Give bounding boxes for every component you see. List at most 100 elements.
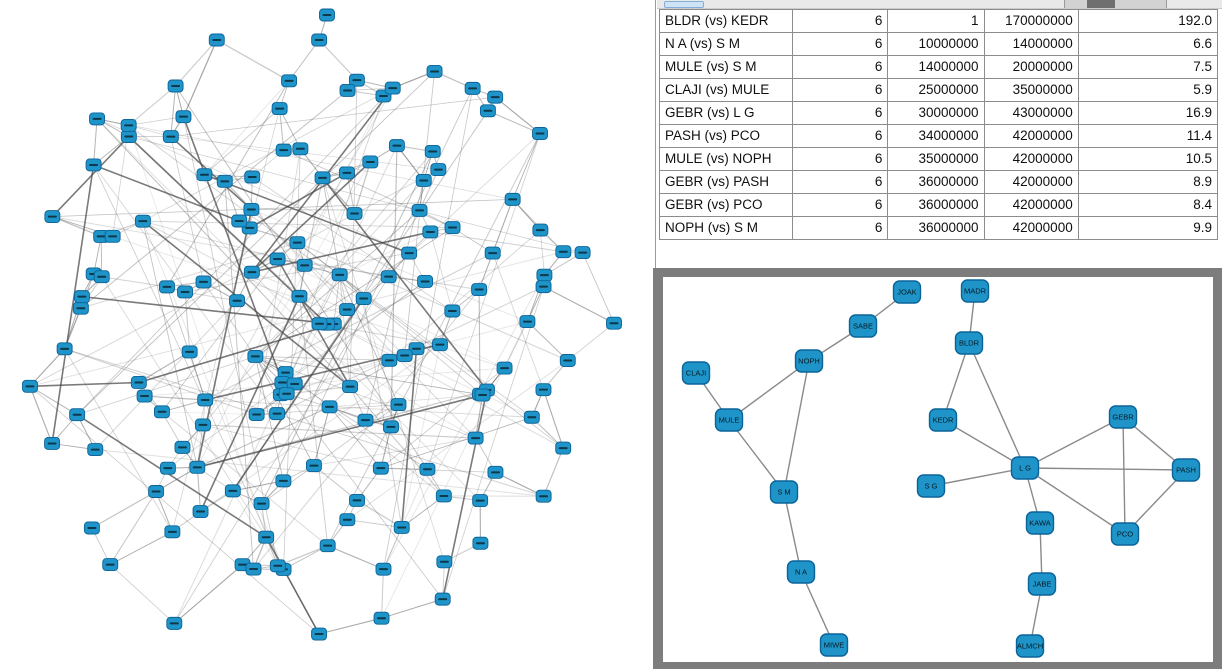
network-node[interactable] (189, 460, 206, 474)
table-cell[interactable]: 35000000 (887, 146, 985, 171)
network-node[interactable] (314, 171, 331, 185)
node-KAWA[interactable]: KAWA (1025, 511, 1055, 535)
network-node[interactable] (431, 338, 448, 352)
network-node[interactable] (321, 400, 338, 414)
network-node[interactable] (375, 562, 392, 576)
network-node[interactable] (181, 345, 198, 359)
network-node[interactable] (381, 353, 398, 367)
node-SABE[interactable]: SABE (848, 314, 878, 338)
table-cell[interactable]: 6 (792, 8, 889, 33)
node-shape[interactable] (1010, 456, 1040, 480)
network-node[interactable] (269, 252, 286, 266)
network-edge-BLDR-KEDR[interactable] (942, 342, 970, 421)
node-NA[interactable]: N A (786, 560, 816, 584)
node-shape[interactable] (681, 361, 711, 385)
network-node[interactable] (166, 616, 183, 630)
network-node[interactable] (243, 265, 260, 279)
network-node[interactable] (22, 379, 38, 393)
network-node[interactable] (426, 65, 443, 78)
network-node[interactable] (72, 301, 89, 315)
node-NOPH[interactable]: NOPH (794, 349, 824, 373)
network-node[interactable] (574, 246, 591, 260)
table-cell[interactable]: MULE (vs) S M (658, 54, 794, 79)
network-node[interactable] (422, 225, 439, 239)
table-row[interactable]: GEBR (vs) PCO 6 36000000 42000000 8.4 (658, 192, 1219, 217)
network-node[interactable] (380, 270, 397, 284)
network-node[interactable] (167, 79, 184, 93)
network-node[interactable] (436, 555, 453, 569)
node-JABE[interactable]: JABE (1027, 572, 1057, 596)
network-node[interactable] (134, 214, 151, 228)
network-node[interactable] (162, 130, 179, 144)
network-node[interactable] (177, 285, 193, 299)
node-KEDR[interactable]: KEDR (928, 408, 958, 432)
network-node[interactable] (342, 380, 359, 394)
network-node[interactable] (393, 521, 410, 534)
node-PASH[interactable]: PASH (1171, 458, 1201, 482)
table-row[interactable]: NOPH (vs) S M 6 36000000 42000000 9.9 (658, 215, 1219, 240)
table-cell[interactable]: CLAJI (vs) MULE (658, 77, 794, 102)
network-edge-NA-MIWE[interactable] (800, 571, 835, 646)
network-node[interactable] (248, 408, 265, 421)
network-node[interactable] (56, 342, 73, 356)
table-cell[interactable]: 30000000 (887, 100, 985, 125)
node-ALMCH[interactable]: ALMCH (1015, 634, 1045, 658)
network-node[interactable] (244, 170, 261, 184)
network-node[interactable] (243, 203, 260, 216)
network-node[interactable] (348, 73, 365, 87)
table-cell[interactable]: 170000000 (983, 8, 1079, 33)
node-shape[interactable] (1108, 405, 1138, 429)
network-node[interactable] (474, 388, 491, 402)
network-node[interactable] (44, 437, 61, 450)
table-cell[interactable]: 6.6 (1077, 31, 1219, 56)
table-cell[interactable]: 6 (792, 54, 889, 79)
network-node[interactable] (434, 592, 451, 606)
node-shape[interactable] (1110, 522, 1140, 546)
node-MADR[interactable]: MADR (960, 279, 990, 303)
table-cell[interactable]: 7.5 (1077, 54, 1219, 79)
network-node[interactable] (247, 349, 264, 363)
network-edge-KEDR-LG[interactable] (942, 419, 1026, 469)
network-node[interactable] (208, 33, 225, 47)
network-node[interactable] (479, 104, 496, 118)
table-cell[interactable]: PASH (vs) PCO (658, 123, 794, 148)
table-cell[interactable]: 42000000 (983, 192, 1079, 217)
network-node[interactable] (464, 81, 481, 95)
table-cell[interactable]: 8.9 (1077, 169, 1219, 194)
table-row[interactable]: CLAJI (vs) MULE 6 25000000 35000000 5.9 (658, 77, 1219, 102)
table-cell[interactable]: 6 (792, 100, 889, 125)
network-node[interactable] (532, 127, 548, 140)
network-node[interactable] (148, 485, 165, 498)
table-cell[interactable]: 20000000 (983, 54, 1079, 79)
network-node[interactable] (355, 292, 372, 305)
network-node[interactable] (384, 81, 401, 95)
table-row[interactable]: GEBR (vs) PASH 6 36000000 42000000 8.9 (658, 169, 1219, 194)
table-cell[interactable]: N A (vs) S M (658, 31, 794, 56)
scrollbar-thumb[interactable] (664, 1, 704, 8)
network-node[interactable] (271, 102, 288, 116)
network-edge-BLDR-LG[interactable] (968, 342, 1026, 469)
table-cell[interactable]: 43000000 (983, 100, 1079, 125)
node-BLDR[interactable]: BLDR (954, 331, 984, 355)
node-shape[interactable] (848, 314, 878, 338)
network-edge-MULE-SM[interactable] (728, 419, 785, 493)
table-cell[interactable]: 5.9 (1077, 77, 1219, 102)
node-shape[interactable] (1027, 572, 1057, 596)
network-node[interactable] (253, 497, 270, 511)
network-node[interactable] (196, 168, 213, 182)
network-edge-LG-PCO[interactable] (1024, 467, 1126, 535)
network-node[interactable] (362, 155, 379, 169)
network-node[interactable] (174, 440, 191, 454)
table-row[interactable]: GEBR (vs) L G 6 30000000 43000000 16.9 (658, 100, 1219, 125)
table-cell[interactable]: 6 (792, 215, 889, 240)
table-cell[interactable]: 9.9 (1077, 215, 1219, 240)
network-node[interactable] (408, 342, 425, 356)
network-node[interactable] (388, 139, 405, 153)
network-node[interactable] (401, 246, 418, 260)
table-cell[interactable]: 36000000 (887, 169, 985, 194)
table-cell[interactable]: GEBR (vs) PASH (658, 169, 794, 194)
node-shape[interactable] (786, 560, 816, 584)
network-node[interactable] (415, 173, 432, 187)
table-cell[interactable]: 14000000 (983, 31, 1079, 56)
network-node[interactable] (229, 294, 245, 308)
